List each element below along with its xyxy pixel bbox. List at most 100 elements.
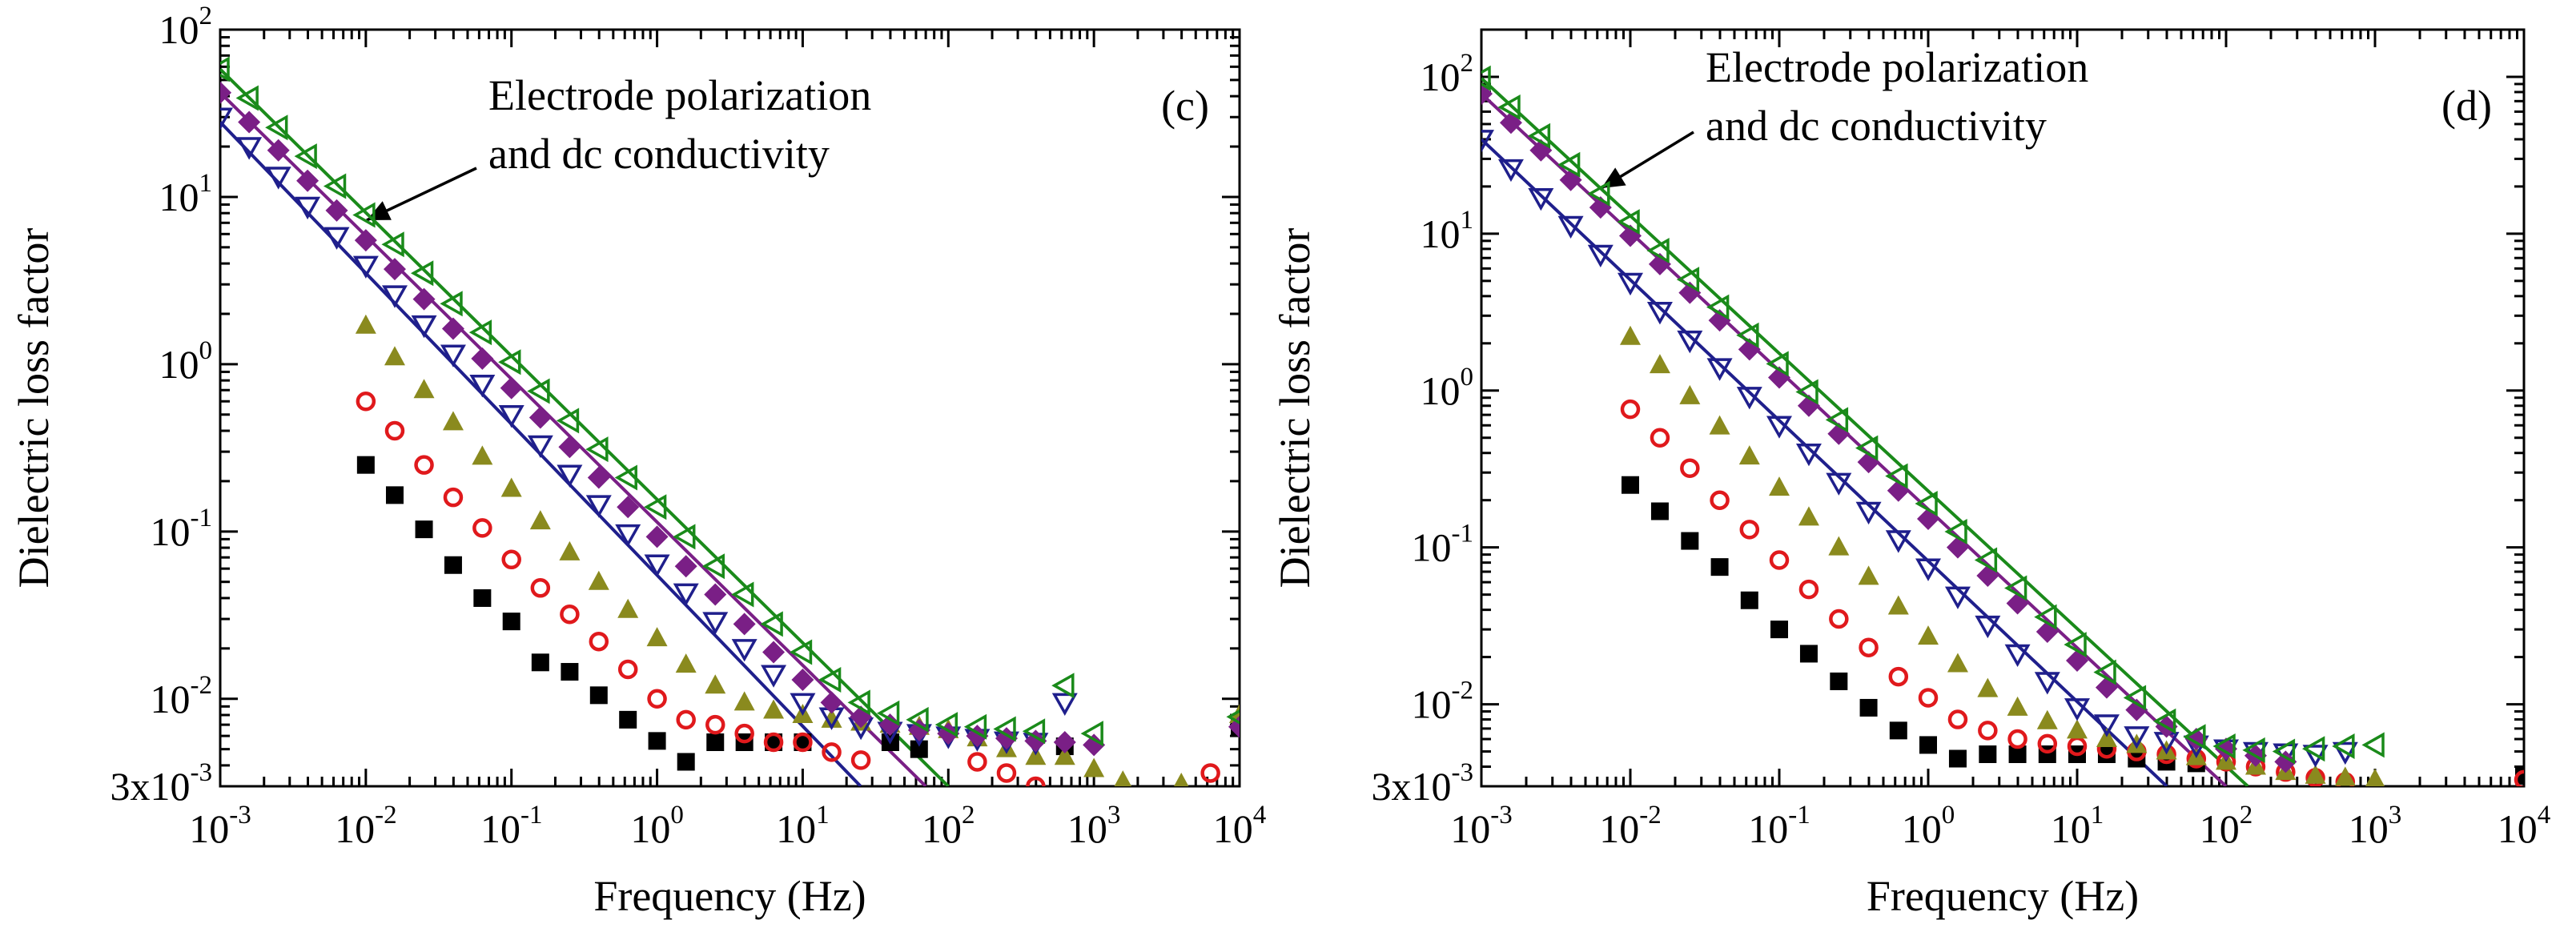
y-tick-base: 10 <box>159 342 199 387</box>
data-point-navy-triangles <box>644 554 670 577</box>
data-point-olive-triangles <box>1769 476 1790 496</box>
y-tick-exp: -3 <box>191 758 213 787</box>
data-point-red-circles <box>1739 520 1760 540</box>
data-point-purple-diamonds <box>325 199 348 222</box>
data-point-olive-triangles <box>617 598 639 618</box>
data-point-olive-triangles <box>2096 728 2117 748</box>
data-point-navy-triangles <box>2302 745 2329 768</box>
x-tick-base: 10 <box>1213 806 1253 851</box>
x-tick-label: 100 <box>1902 801 1955 851</box>
x-tick-exp: -1 <box>520 801 543 830</box>
data-point-olive-triangles <box>413 379 435 399</box>
data-point-navy-triangles <box>2332 741 2358 765</box>
data-point-navy-triangles <box>2034 672 2060 695</box>
data-point-purple-diamonds <box>878 713 902 737</box>
data-point-green-triangles <box>527 378 550 404</box>
data-point-black-squares <box>385 486 404 504</box>
x-tick-label: 102 <box>2200 801 2253 851</box>
data-point-navy-triangles <box>2124 726 2150 749</box>
data-point-red-circles <box>501 549 521 570</box>
data-point-green-triangles <box>323 173 347 199</box>
y-axis-label: Dielectric loss factor <box>1271 228 1319 589</box>
data-point-red-circles <box>1798 579 1819 600</box>
data-point-red-circles-hf <box>967 752 987 772</box>
x-tick-base: 10 <box>1748 806 1788 851</box>
data-point-black-squares <box>706 733 725 751</box>
data-point-purple-diamonds <box>471 347 494 370</box>
x-tick-base: 10 <box>480 806 520 851</box>
fit-line-navy-fit <box>1481 138 2168 786</box>
data-point-navy-triangles <box>790 693 816 716</box>
data-point-purple-diamonds <box>1053 730 1076 753</box>
data-point-olive-triangles <box>2007 696 2028 716</box>
data-point-black-squares <box>1799 645 1818 663</box>
data-point-green-triangles <box>294 143 317 170</box>
data-point-olive-triangles <box>675 653 697 673</box>
data-point-black-squares <box>1650 502 1669 520</box>
data-point-olive-triangles <box>1858 565 1879 585</box>
data-point-olive-triangles <box>1738 445 1760 465</box>
data-point-black-squares <box>677 753 695 771</box>
data-point-navy-triangles <box>1677 330 1703 354</box>
x-tick-exp: -3 <box>1490 801 1513 830</box>
data-point-olive-triangles <box>705 674 726 694</box>
series-red-circles-hf <box>967 752 1220 786</box>
y-tick-exp: 1 <box>199 169 213 198</box>
y-tick-base: 10 <box>151 677 191 721</box>
series-purple-diamonds <box>1481 82 2297 773</box>
data-point-black-squares <box>1859 698 1878 717</box>
data-point-green-triangles <box>2153 708 2176 734</box>
y-tick-label: 3x10-3 <box>1372 758 1474 809</box>
data-point-navy-triangles <box>469 375 496 398</box>
data-point-navy-triangles <box>220 107 233 131</box>
data-point-navy-triangles <box>1646 302 1673 325</box>
data-point-black-squares <box>1948 749 1967 768</box>
data-point-olive-triangles <box>1679 384 1701 404</box>
data-point-olive-triangles <box>384 346 405 366</box>
y-tick-exp: 2 <box>199 2 213 30</box>
data-point-black-squares-hf <box>910 740 928 758</box>
data-point-navy-triangles <box>352 255 379 279</box>
y-tick-base: 10 <box>1421 211 1461 256</box>
data-point-red-circles <box>1978 721 1998 741</box>
data-point-green-triangles <box>731 581 754 608</box>
data-point-black-squares <box>1622 476 1639 494</box>
data-point-green-triangles <box>2272 738 2296 765</box>
data-point-green-triangles <box>2183 724 2206 750</box>
data-point-navy-triangles <box>498 405 524 428</box>
data-point-red-circles <box>2037 733 2058 754</box>
y-tick-base: 10 <box>1412 682 1452 727</box>
data-point-green-triangles <box>1022 718 1046 745</box>
x-tick-exp: -2 <box>1639 801 1662 830</box>
series-red-circles-hf <box>2514 769 2524 786</box>
y-tick-exp: 0 <box>199 336 213 365</box>
data-point-navy-triangles <box>295 196 321 220</box>
data-point-olive-triangles <box>1709 415 1730 435</box>
data-point-purple-diamonds <box>528 406 552 429</box>
data-point-black-squares <box>648 732 666 750</box>
data-point-olive-triangles <box>355 314 376 334</box>
x-tick-exp: 0 <box>1942 801 1955 830</box>
data-point-navy-triangles <box>411 315 437 339</box>
series-green-triangles <box>1481 65 2385 765</box>
data-point-green-triangles <box>760 611 783 637</box>
data-point-green-triangles <box>220 56 230 82</box>
data-point-black-squares-hf <box>2515 766 2524 785</box>
x-tick-base: 10 <box>776 806 816 851</box>
data-point-red-circles <box>793 732 813 753</box>
x-tick-label: 100 <box>630 801 684 851</box>
data-point-olive-triangles <box>1114 770 1132 786</box>
data-point-green-triangles <box>1527 123 1551 149</box>
y-tick-base: 10 <box>151 509 191 554</box>
x-tick-label: 103 <box>2349 801 2402 851</box>
panel-label: (d) <box>2441 82 2492 130</box>
x-tick-label: 101 <box>2051 801 2104 851</box>
x-tick-base: 10 <box>335 806 375 851</box>
data-point-red-circles-hf <box>2514 769 2524 786</box>
data-point-navy-triangles <box>1528 187 1554 211</box>
data-point-black-squares <box>2097 745 2116 764</box>
data-point-purple-diamonds <box>500 376 523 400</box>
y-tick-exp: -1 <box>1452 520 1474 548</box>
data-point-navy-triangles <box>236 137 263 160</box>
